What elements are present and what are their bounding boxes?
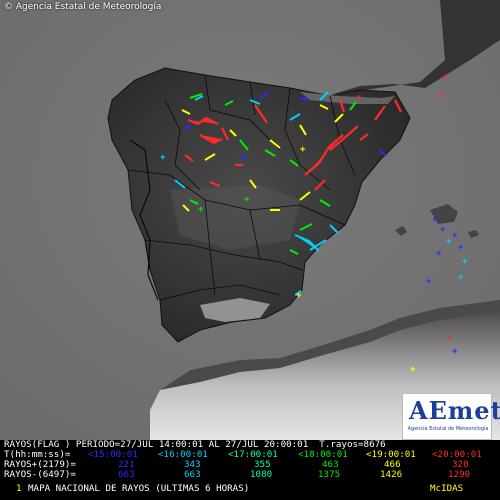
info-panel: RAYOS(FLAG ) PERIODO=27/JUL 14:00:01 AL … xyxy=(0,440,500,500)
strikes-before-20h xyxy=(184,99,402,191)
negative-count: 1426 xyxy=(380,469,403,480)
svg-text:+: + xyxy=(410,365,416,375)
sierra-nevada-highlands xyxy=(200,298,270,322)
time-bin-label: <15:00:01 xyxy=(88,449,138,460)
lightning-strikes: + + + + + + + + + + + + + + + + + + + + xyxy=(160,73,468,375)
north-africa-coast xyxy=(160,300,500,390)
svg-text:+: + xyxy=(446,333,452,343)
time-bins-row: T(hh:mm:ss)= <15:00:01 <16:00:01 <17:00:… xyxy=(0,450,500,460)
negative-label: RAYOS-(6497)= xyxy=(4,469,76,480)
svg-text:+: + xyxy=(436,249,442,259)
copyright-label: © Agencia Estatal de Meteorología xyxy=(4,2,162,12)
positive-label: RAYOS+(2179)= xyxy=(4,459,76,470)
footer-number: 1 xyxy=(16,483,22,494)
positive-count: 355 xyxy=(254,459,271,470)
svg-text:+: + xyxy=(462,257,468,267)
svg-text:+: + xyxy=(296,291,302,301)
time-bin-label: <17:00:01 xyxy=(228,449,278,460)
svg-text:+: + xyxy=(452,347,458,357)
svg-text:+: + xyxy=(458,273,464,283)
svg-text:+: + xyxy=(432,215,438,225)
negative-count: 1080 xyxy=(250,469,273,480)
negative-count: 663 xyxy=(118,469,135,480)
logo-wordmark: AEmet xyxy=(409,396,500,425)
period-line: RAYOS(FLAG ) PERIODO=27/JUL 14:00:01 AL … xyxy=(0,440,500,450)
svg-text:+: + xyxy=(244,195,250,205)
svg-text:+: + xyxy=(452,231,458,241)
france-landmass xyxy=(330,0,500,95)
svg-text:+: + xyxy=(198,205,204,215)
negative-count: 663 xyxy=(184,469,201,480)
strikes-before-15h xyxy=(184,91,387,160)
negative-count: 1290 xyxy=(448,469,471,480)
logo-subtitle: Agencia Estatal de Meteorología xyxy=(407,426,489,432)
positive-count: 320 xyxy=(452,459,469,470)
svg-text:+: + xyxy=(446,237,452,247)
time-bin-label: <20:00:01 xyxy=(432,449,482,460)
svg-text:+: + xyxy=(160,153,166,163)
positive-count: 466 xyxy=(384,459,401,470)
time-bin-label: <16:00:01 xyxy=(158,449,208,460)
time-label: T(hh:mm:ss)= xyxy=(4,449,71,460)
regional-borders xyxy=(127,74,356,301)
period-text: RAYOS(FLAG ) PERIODO=27/JUL 14:00:01 AL … xyxy=(4,439,386,450)
positive-count: 343 xyxy=(184,459,201,470)
positive-count: 463 xyxy=(322,459,339,470)
svg-text:+: + xyxy=(442,73,448,83)
footer-brand: McIDAS xyxy=(430,483,464,494)
negative-strikes-row: RAYOS-(6497)= 663 663 1080 1375 1426 129… xyxy=(0,470,500,480)
svg-text:+: + xyxy=(300,145,306,155)
strikes-before-18h xyxy=(189,93,357,255)
aemet-logo: AEmet Agencia Estatal de Meteorología xyxy=(402,393,500,440)
svg-text:+: + xyxy=(438,91,444,101)
svg-text:+: + xyxy=(356,93,362,103)
footer-title: MAPA NACIONAL DE RAYOS (ULTIMAS 6 HORAS) xyxy=(28,483,250,494)
strikes-before-16h xyxy=(174,91,339,296)
negative-count: 1375 xyxy=(318,469,341,480)
central-plateau xyxy=(170,185,300,250)
time-bin-label: <18:00:01 xyxy=(298,449,348,460)
portugal-border xyxy=(129,139,159,301)
svg-text:+: + xyxy=(426,277,432,287)
strikes-before-19h xyxy=(181,104,344,212)
positive-count: 221 xyxy=(118,459,135,470)
footer-row: 1 MAPA NACIONAL DE RAYOS (ULTIMAS 6 HORA… xyxy=(0,484,500,494)
svg-text:+: + xyxy=(458,243,464,253)
strike-plus-markers: + + + + + + + + + + + + + + + + + + + + xyxy=(160,73,468,375)
svg-text:+: + xyxy=(440,225,446,235)
time-bin-label: <19:00:01 xyxy=(366,449,416,460)
balearic-islands xyxy=(395,204,479,238)
positive-strikes-row: RAYOS+(2179)= 221 343 355 463 466 320 xyxy=(0,460,500,470)
